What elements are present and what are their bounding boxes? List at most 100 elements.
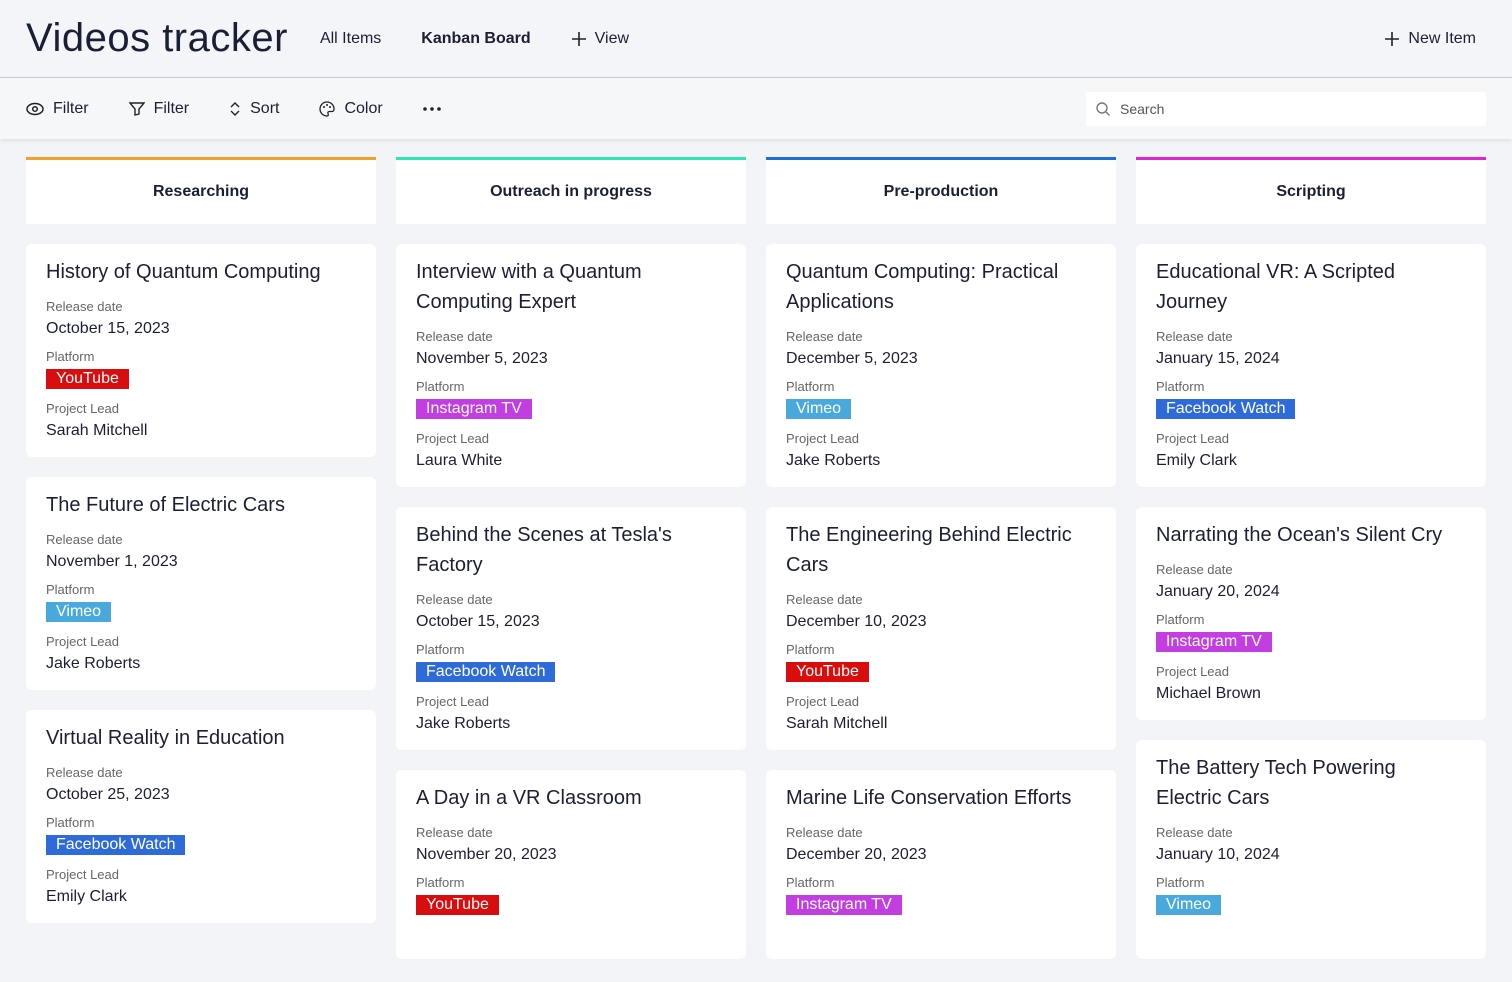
- field-label: Platform: [46, 349, 95, 364]
- field-label: Platform: [416, 379, 465, 394]
- search-icon: [1096, 101, 1110, 116]
- field-label: Platform: [786, 379, 835, 394]
- plus-icon: [571, 31, 586, 46]
- video-card[interactable]: History of Quantum Computing Release date…: [26, 244, 376, 457]
- field-label: Release date: [1156, 562, 1233, 577]
- field-label: Platform: [416, 642, 465, 657]
- field-label: Release date: [416, 329, 493, 344]
- nav-label: All Items: [319, 29, 382, 47]
- toolbar-label: Filter: [53, 99, 89, 117]
- field-label: Release date: [46, 765, 123, 780]
- visibility-button[interactable]: Filter: [26, 100, 89, 118]
- app-title: Videos tracker: [26, 16, 288, 60]
- more-button[interactable]: [422, 106, 441, 111]
- video-card[interactable]: Quantum Computing: Practical Application…: [766, 244, 1116, 487]
- video-card[interactable]: A Day in a VR Classroom Release date Novem…: [396, 770, 746, 959]
- field-label: Release date: [416, 592, 493, 607]
- nav-label: View: [594, 29, 630, 47]
- release-date: January 10, 2024: [1156, 846, 1280, 863]
- sort-icon: [230, 101, 240, 116]
- platform-tag: Vimeo: [786, 399, 852, 419]
- release-date: December 20, 2023: [786, 846, 927, 863]
- field-label: Release date: [786, 329, 863, 344]
- field-label: Release date: [786, 592, 863, 607]
- column-header: Scripting: [1136, 157, 1486, 224]
- platform-tag: Facebook Watch: [416, 662, 556, 682]
- card-title: Educational VR: A Scripted Journey: [1156, 261, 1396, 313]
- card-title: The Future of Electric Cars: [46, 494, 285, 516]
- field-label: Project Lead: [46, 867, 119, 882]
- card-title: Interview with a Quantum Computing Exper…: [416, 261, 642, 313]
- toolbar-label: Color: [344, 99, 383, 117]
- platform-row: YouTube: [46, 367, 356, 393]
- platform-tag: Vimeo: [1156, 895, 1222, 915]
- platform-row: Vimeo: [1156, 893, 1466, 919]
- field-label: Release date: [46, 299, 123, 314]
- nav-kanban[interactable]: Kanban Board: [421, 30, 530, 48]
- project-lead: Jake Roberts: [786, 452, 881, 469]
- video-card[interactable]: Virtual Reality in Education Release date…: [26, 710, 376, 923]
- field-label: Platform: [786, 875, 835, 890]
- card-title: Marine Life Conservation Efforts: [786, 787, 1072, 809]
- field-label: Project Lead: [46, 634, 119, 649]
- video-card[interactable]: Marine Life Conservation Efforts Release …: [766, 770, 1116, 959]
- field-label: Platform: [1156, 379, 1205, 394]
- filter-button[interactable]: Filter: [128, 99, 190, 118]
- project-lead: Emily Clark: [1156, 452, 1237, 469]
- toolbar: Filter Filter Sort Color Search: [0, 78, 1512, 139]
- video-card[interactable]: Educational VR: A Scripted Journey Releas…: [1136, 244, 1486, 487]
- video-card[interactable]: Interview with a Quantum Computing Exper…: [396, 244, 746, 487]
- field-label: Release date: [46, 532, 123, 547]
- platform-tag: YouTube: [786, 662, 869, 682]
- field-label: Project Lead: [46, 401, 119, 416]
- card-title: The Engineering Behind Electric Cars: [786, 524, 1072, 576]
- card-title: Narrating the Ocean's Silent Cry: [1156, 524, 1443, 546]
- nav-add-view[interactable]: View: [571, 30, 629, 48]
- platform-row: Facebook Watch: [416, 660, 726, 686]
- video-card[interactable]: The Engineering Behind Electric Cars Rele…: [766, 507, 1116, 750]
- nav-label: Kanban Board: [421, 29, 531, 47]
- search-placeholder: Search: [1120, 100, 1165, 117]
- palette-icon: [319, 100, 336, 117]
- nav-all-items[interactable]: All Items: [320, 30, 381, 48]
- color-button[interactable]: Color: [319, 99, 383, 118]
- filter-icon: [128, 101, 145, 116]
- column-header: Researching: [26, 157, 376, 224]
- field-label: Release date: [416, 825, 493, 840]
- video-card[interactable]: The Battery Tech Powering Electric Cars R…: [1136, 740, 1486, 959]
- platform-row: Instagram TV: [1156, 630, 1466, 656]
- project-lead: Laura White: [416, 452, 503, 469]
- search-box[interactable]: Search: [1086, 91, 1486, 126]
- platform-tag: Facebook Watch: [46, 835, 186, 855]
- toolbar-label: Filter: [153, 99, 190, 117]
- card-title: History of Quantum Computing: [46, 261, 321, 283]
- release-date: December 10, 2023: [786, 613, 927, 630]
- column-header: Pre-production: [766, 157, 1116, 224]
- video-card[interactable]: The Future of Electric Cars Release date N…: [26, 477, 376, 690]
- new-item-label: New Item: [1408, 29, 1476, 47]
- new-item-button[interactable]: New Item: [1384, 30, 1476, 48]
- video-card[interactable]: Behind the Scenes at Tesla's Factory Rele…: [396, 507, 746, 750]
- video-card[interactable]: Narrating the Ocean's Silent Cry Release …: [1136, 507, 1486, 720]
- field-label: Platform: [786, 642, 835, 657]
- platform-tag: Vimeo: [46, 602, 112, 622]
- release-date: October 15, 2023: [46, 320, 170, 337]
- release-date: December 5, 2023: [786, 350, 918, 367]
- toolbar-label: Sort: [250, 99, 280, 117]
- release-date: November 1, 2023: [46, 553, 178, 570]
- platform-row: Instagram TV: [416, 397, 726, 423]
- platform-row: Vimeo: [786, 397, 1096, 423]
- field-label: Release date: [1156, 825, 1233, 840]
- field-label: Platform: [46, 815, 95, 830]
- eye-icon: [26, 102, 44, 115]
- project-lead: Sarah Mitchell: [786, 715, 888, 732]
- platform-tag: Facebook Watch: [1156, 399, 1296, 419]
- field-label: Release date: [786, 825, 863, 840]
- platform-row: Facebook Watch: [1156, 397, 1466, 423]
- kanban-column: Researching History of Quantum Computing R…: [26, 157, 376, 959]
- sort-button[interactable]: Sort: [229, 100, 279, 118]
- card-title: A Day in a VR Classroom: [416, 787, 642, 809]
- platform-row: YouTube: [416, 893, 726, 919]
